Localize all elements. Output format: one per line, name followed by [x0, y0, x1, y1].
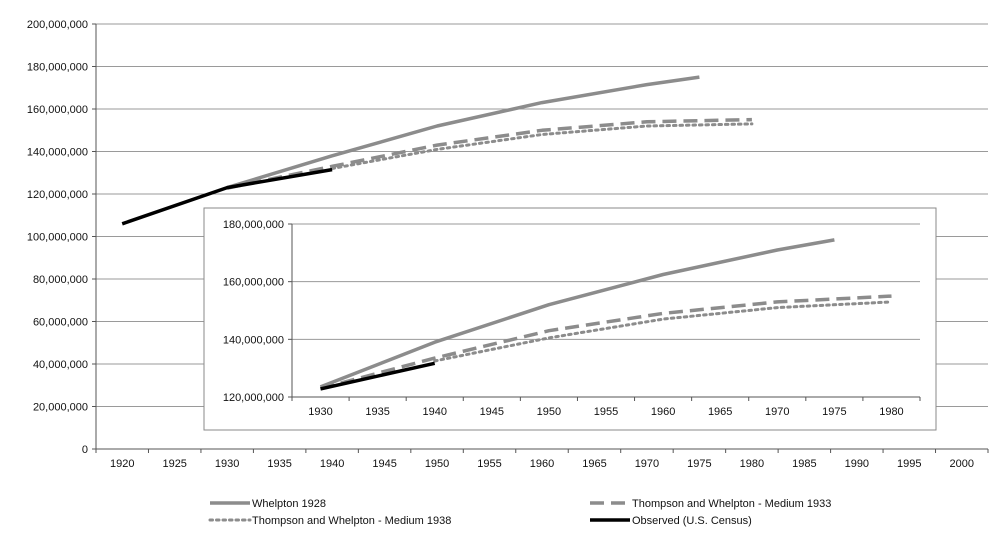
main-x-tick-label: 2000 [950, 458, 974, 470]
inset-x-tick-label: 1965 [708, 406, 732, 418]
inset-y-tick-label: 120,000,000 [223, 392, 284, 404]
inset-x-tick-label: 1940 [422, 406, 446, 418]
inset-x-tick-label: 1960 [651, 406, 675, 418]
legend-label-whelpton-1928: Whelpton 1928 [252, 498, 326, 510]
inset-x-tick-label: 1955 [594, 406, 618, 418]
main-y-tick-label: 120,000,000 [27, 189, 88, 201]
main-x-tick-label: 1980 [740, 458, 764, 470]
main-y-tick-label: 200,000,000 [27, 19, 88, 31]
inset-y-tick-label: 140,000,000 [223, 334, 284, 346]
main-x-tick-label: 1925 [162, 458, 186, 470]
inset-x-tick-label: 1950 [537, 406, 561, 418]
main-y-tick-label: 20,000,000 [33, 402, 88, 414]
main-x-tick-label: 1955 [477, 458, 501, 470]
legend: Whelpton 1928 Thompson and Whelpton - Med… [210, 498, 831, 527]
inset-x-tick-label: 1945 [480, 406, 504, 418]
main-x-tick-label: 1990 [845, 458, 869, 470]
main-x-tick-label: 1995 [897, 458, 921, 470]
main-x-tick-label: 1950 [425, 458, 449, 470]
inset-x-tick-label: 1975 [822, 406, 846, 418]
main-x-tick-label: 1970 [635, 458, 659, 470]
main-x-tick-label: 1930 [215, 458, 239, 470]
main-x-tick-label: 1985 [792, 458, 816, 470]
inset-x-tick-label: 1935 [365, 406, 389, 418]
legend-label-observed-u-s-census: Observed (U.S. Census) [632, 515, 752, 527]
main-y-tick-label: 100,000,000 [27, 232, 88, 244]
legend-label-thompson-and-whelpton-medium-1938: Thompson and Whelpton - Medium 1938 [252, 515, 451, 527]
main-y-tick-label: 180,000,000 [27, 62, 88, 74]
inset-y-tick-label: 180,000,000 [223, 219, 284, 231]
inset-x-tick-label: 1970 [765, 406, 789, 418]
main-series-whelpton-1928 [227, 77, 699, 188]
main-x-tick-label: 1935 [267, 458, 291, 470]
inset-y-tick-label: 160,000,000 [223, 277, 284, 289]
main-x-tick-label: 1965 [582, 458, 606, 470]
inset-x-tick-label: 1980 [879, 406, 903, 418]
main-y-tick-label: 140,000,000 [27, 147, 88, 159]
main-y-tick-label: 0 [82, 444, 88, 456]
main-x-tick-label: 1940 [320, 458, 344, 470]
main-x-tick-label: 1960 [530, 458, 554, 470]
main-y-tick-label: 80,000,000 [33, 274, 88, 286]
main-x-tick-label: 1945 [372, 458, 396, 470]
main-series-thompson-and-whelpton-medium-1933 [227, 120, 752, 189]
inset-chart: 120,000,000 140,000,000 160,000,000 180,000… [204, 208, 936, 430]
main-x-tick-label: 1920 [110, 458, 134, 470]
inset-x-tick-label: 1930 [308, 406, 332, 418]
main-y-tick-label: 40,000,000 [33, 359, 88, 371]
main-y-tick-label: 160,000,000 [27, 104, 88, 116]
main-y-tick-label: 60,000,000 [33, 317, 88, 329]
main-x-tick-label: 1975 [687, 458, 711, 470]
legend-label-thompson-and-whelpton-medium-1933: Thompson and Whelpton - Medium 1933 [632, 498, 831, 510]
